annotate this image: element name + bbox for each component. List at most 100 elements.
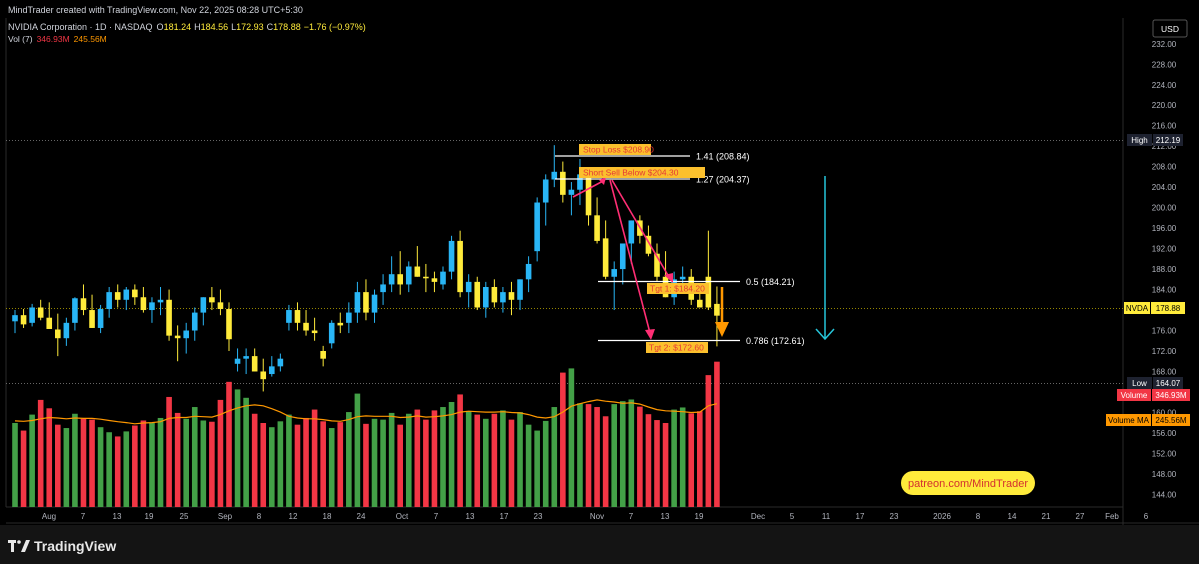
candle-body bbox=[286, 310, 292, 323]
volume-bar bbox=[568, 368, 575, 507]
volume-bar bbox=[474, 414, 481, 507]
volume-bar bbox=[217, 399, 224, 507]
candle-body bbox=[234, 358, 241, 364]
price-tick: 204.00 bbox=[1152, 183, 1177, 192]
stop-loss-label[interactable]: Stop Loss $208.90 bbox=[579, 144, 654, 155]
legend-volume[interactable]: Vol (7) 346.93M 245.56M bbox=[8, 34, 107, 44]
volume-bar bbox=[209, 421, 215, 507]
time-tick: 12 bbox=[289, 512, 298, 521]
volume-bar bbox=[405, 413, 412, 507]
candle-body bbox=[534, 202, 540, 252]
candle-body bbox=[542, 179, 549, 203]
fib-label-141: 1.41 (208.84) bbox=[696, 152, 750, 162]
volume-bar bbox=[303, 417, 309, 507]
time-axis[interactable]: Aug 7 13 19 25 Sep 8 12 18 24 Oct 7 13 17 23 Nov 7 13 19 De… bbox=[42, 512, 1149, 521]
volume-bar bbox=[311, 409, 318, 507]
volume-bar bbox=[46, 408, 53, 507]
candle-body bbox=[525, 263, 532, 280]
candle-body bbox=[714, 303, 720, 316]
volume-bar bbox=[346, 412, 352, 507]
volume-bar bbox=[491, 413, 498, 507]
tgt1-label[interactable]: Tgt 1: $184.20 bbox=[647, 283, 709, 294]
time-tick: 8 bbox=[976, 512, 981, 521]
price-tick: 148.00 bbox=[1152, 470, 1177, 479]
short-sell-label[interactable]: Short Sell Below $204.30 bbox=[579, 167, 705, 178]
low-badge-value: 164.07 bbox=[1156, 379, 1181, 388]
time-tick: 21 bbox=[1042, 512, 1051, 521]
tradingview-logo[interactable]: TradingView bbox=[8, 537, 116, 555]
volume-bar bbox=[697, 411, 703, 507]
time-tick: 13 bbox=[466, 512, 475, 521]
arrow-entry-head bbox=[599, 177, 606, 185]
price-tick: 232.00 bbox=[1152, 40, 1177, 49]
volume-bar bbox=[679, 407, 686, 507]
volume-bar bbox=[80, 418, 87, 507]
price-chart[interactable]: 144.00148.00152.00156.00160.00164.00168.… bbox=[0, 0, 1199, 525]
volume-bar bbox=[183, 418, 189, 507]
candle-body bbox=[89, 310, 95, 328]
fib-label-127: 1.27 (204.37) bbox=[696, 175, 750, 185]
candle-body bbox=[63, 322, 70, 339]
volume-bar bbox=[457, 394, 463, 507]
candle-body bbox=[560, 171, 566, 195]
tgt2-label[interactable]: Tgt 2: $172.60 bbox=[646, 342, 708, 353]
price-tick: 228.00 bbox=[1152, 60, 1177, 69]
candle-body bbox=[140, 297, 147, 311]
candle-body bbox=[157, 299, 164, 303]
volume-bar bbox=[483, 418, 489, 507]
volume-bar bbox=[200, 420, 207, 507]
time-tick: 11 bbox=[822, 512, 831, 521]
volume-bar bbox=[234, 389, 241, 507]
arrow-entry-line bbox=[572, 179, 606, 198]
time-tick: 24 bbox=[357, 512, 366, 521]
tradingview-brand: TradingView bbox=[34, 538, 117, 554]
time-tick: 13 bbox=[113, 512, 122, 521]
arrow-to-tgt1 bbox=[611, 179, 670, 278]
volume-bar bbox=[286, 414, 292, 507]
time-tick: Aug bbox=[42, 512, 56, 521]
price-axis[interactable]: 144.00148.00152.00156.00160.00164.00168.… bbox=[1152, 40, 1177, 500]
volume-bar bbox=[380, 419, 386, 507]
currency-button[interactable]: USD bbox=[1152, 19, 1188, 38]
candle-body bbox=[97, 309, 104, 328]
volume-bar bbox=[508, 419, 515, 507]
volume-bar bbox=[671, 409, 677, 507]
volume-bar bbox=[260, 423, 267, 507]
footer-bar: TradingView bbox=[0, 525, 1199, 564]
candle-body bbox=[483, 287, 489, 308]
high-badge: High 212.19 bbox=[1127, 134, 1183, 146]
time-tick: 19 bbox=[145, 512, 154, 521]
time-tick: 23 bbox=[534, 512, 543, 521]
volume-bar bbox=[191, 407, 198, 507]
volume-bar bbox=[645, 414, 652, 507]
candle-body bbox=[551, 171, 558, 180]
price-tick: 156.00 bbox=[1152, 429, 1177, 438]
candle-body bbox=[277, 358, 284, 367]
volume-bar bbox=[628, 399, 635, 507]
price-tick: 168.00 bbox=[1152, 367, 1177, 376]
volume-bar bbox=[517, 412, 523, 507]
volume-bar bbox=[500, 410, 506, 507]
time-tick: 19 bbox=[695, 512, 704, 521]
volume-bar bbox=[20, 430, 27, 507]
candle-body bbox=[354, 292, 361, 313]
price-tick: 216.00 bbox=[1152, 122, 1177, 131]
tgt2-text: Tgt 2: $172.60 bbox=[649, 343, 704, 353]
candle-body bbox=[414, 266, 421, 277]
high-badge-value: 212.19 bbox=[1156, 136, 1181, 145]
candle-body bbox=[602, 238, 609, 277]
volume-bar bbox=[243, 397, 249, 507]
price-tick: 184.00 bbox=[1152, 286, 1177, 295]
volume-bar bbox=[371, 418, 378, 507]
candle-body bbox=[388, 274, 395, 285]
candle-body bbox=[149, 302, 155, 311]
candle-body bbox=[217, 302, 224, 310]
candle-body bbox=[243, 356, 249, 359]
patreon-badge[interactable]: patreon.com/MindTrader bbox=[901, 471, 1035, 495]
volume-bar bbox=[465, 411, 472, 507]
volume-bar bbox=[662, 423, 669, 507]
volume-bar bbox=[525, 424, 532, 507]
legend-symbol[interactable]: NVIDIA Corporation · 1D · NASDAQ O181.24 H… bbox=[8, 22, 366, 32]
time-tick: 25 bbox=[180, 512, 189, 521]
time-tick: 17 bbox=[856, 512, 865, 521]
